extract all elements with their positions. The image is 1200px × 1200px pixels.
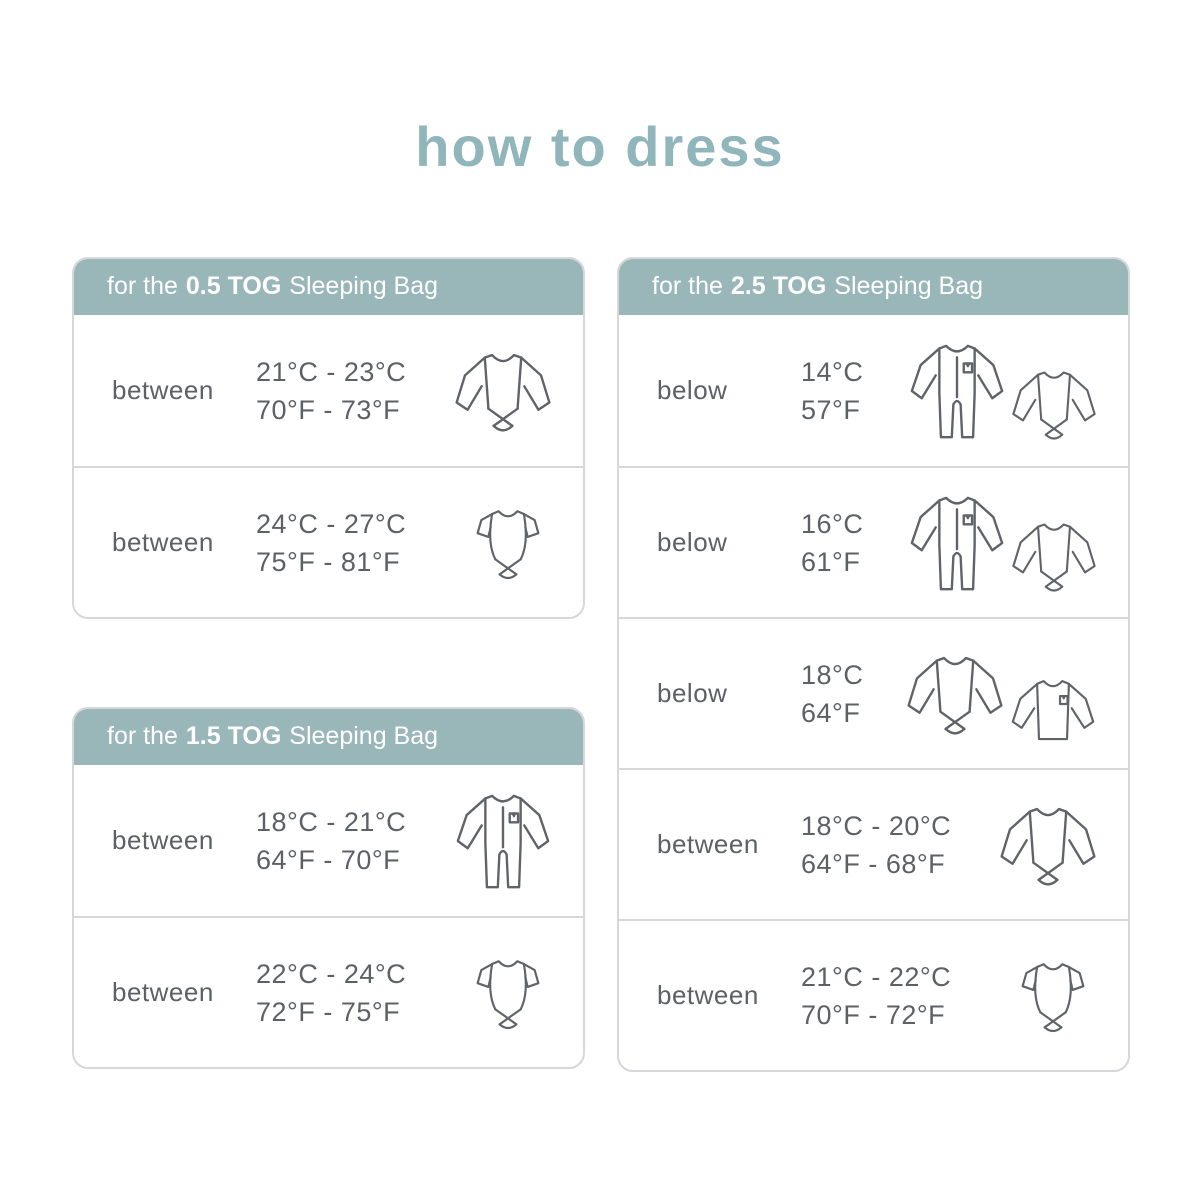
table-row: below 16°C 61°F [619,466,1128,617]
table-0-5-tog: for the 0.5 TOG Sleeping Bag between 21°… [72,257,585,619]
page-title: how to dress [415,115,785,178]
sleepsuit-icon [910,344,1004,438]
temperature-range: 22°C - 24°C 72°F - 75°F [256,955,463,1031]
clothing-icons [453,343,553,439]
temperature-range: 18°C - 20°C 64°F - 68°F [801,807,998,883]
header-tog-value: 2.5 TOG [730,271,827,300]
short-sleeve-bodysuit-icon [1021,962,1085,1032]
long-sleeve-bodysuit-icon [1000,807,1096,886]
temperature-range: 21°C - 23°C 70°F - 73°F [256,353,453,429]
temperature-range: 18°C 64°F [801,656,905,732]
clothing-icons [905,646,1098,742]
table-header-0-5-tog: for the 0.5 TOG Sleeping Bag [74,259,583,315]
table-row: between 22°C - 24°C 72°F - 75°F [74,916,583,1067]
temp-fahrenheit: 57°F [801,394,861,425]
temperature-range: 21°C - 22°C 70°F - 72°F [801,958,1008,1034]
sleepsuit-icon [456,794,550,888]
table-row: between 18°C - 21°C 64°F - 70°F [74,765,583,916]
long-sleeve-bodysuit-icon [455,353,551,432]
clothing-icons [1008,953,1098,1039]
condition-label: below [657,527,728,557]
table-header-1-5-tog: for the 1.5 TOG Sleeping Bag [74,709,583,765]
temp-fahrenheit: 64°F [801,697,861,728]
temperature-range: 24°C - 27°C 75°F - 81°F [256,505,463,581]
table-row: below 18°C 64°F [619,617,1128,768]
header-tog-value: 1.5 TOG [185,721,282,750]
clothing-icons [998,797,1098,893]
sleepsuit-icon [910,496,1004,590]
condition-label: below [657,375,728,405]
temp-fahrenheit: 64°F - 68°F [801,848,946,879]
temp-fahrenheit: 64°F - 70°F [256,844,401,875]
clothing-icons [463,950,553,1036]
short-sleeve-bodysuit-icon [476,959,540,1029]
header-suffix: Sleeping Bag [289,721,439,750]
temp-celsius: 18°C [801,659,864,690]
long-sleeve-bodysuit-icon [1012,370,1096,440]
temp-celsius: 21°C - 22°C [801,961,952,992]
table-row: below 14°C 57°F [619,315,1128,466]
temp-fahrenheit: 70°F - 73°F [256,394,401,425]
header-suffix: Sleeping Bag [834,271,984,300]
temp-celsius: 16°C [801,508,864,539]
clothing-icons [453,786,553,896]
condition-label: between [657,829,759,859]
condition-label: between [112,825,214,855]
header-prefix: for the [107,271,178,300]
clothing-icons [463,500,553,586]
table-row: between 18°C - 20°C 64°F - 68°F [619,768,1128,919]
temp-celsius: 18°C - 20°C [801,810,952,841]
temp-celsius: 18°C - 21°C [256,806,407,837]
temp-fahrenheit: 75°F - 81°F [256,546,401,577]
long-sleeve-bodysuit-icon [907,656,1003,735]
condition-label: between [657,980,759,1010]
temp-celsius: 14°C [801,356,864,387]
condition-label: below [657,678,728,708]
content-grid: for the 0.5 TOG Sleeping Bag between 21°… [0,257,1200,1072]
short-sleeve-bodysuit-icon [476,509,540,579]
temp-fahrenheit: 61°F [801,546,861,577]
table-row: between 21°C - 23°C 70°F - 73°F [74,315,583,466]
clothing-icons [907,336,1098,446]
temp-fahrenheit: 70°F - 72°F [801,999,946,1030]
table-row: between 24°C - 27°C 75°F - 81°F [74,466,583,617]
table-row: between 21°C - 22°C 70°F - 72°F [619,919,1128,1070]
table-header-2-5-tog: for the 2.5 TOG Sleeping Bag [619,259,1128,315]
clothing-icons [907,488,1098,598]
header-prefix: for the [652,271,723,300]
temp-celsius: 24°C - 27°C [256,508,407,539]
table-1-5-tog: for the 1.5 TOG Sleeping Bag between 18°… [72,707,585,1069]
temp-celsius: 21°C - 23°C [256,356,407,387]
temperature-range: 18°C - 21°C 64°F - 70°F [256,803,453,879]
temp-celsius: 22°C - 24°C [256,958,407,989]
temperature-range: 14°C 57°F [801,353,907,429]
left-column: for the 0.5 TOG Sleeping Bag between 21°… [72,257,585,1072]
table-2-5-tog: for the 2.5 TOG Sleeping Bag below 14°C … [617,257,1130,1072]
header-tog-value: 0.5 TOG [185,271,282,300]
condition-label: between [112,977,214,1007]
right-column: for the 2.5 TOG Sleeping Bag below 14°C … [617,257,1130,1072]
temp-fahrenheit: 72°F - 75°F [256,996,401,1027]
long-sleeve-bodysuit-icon [1012,522,1096,592]
temperature-range: 16°C 61°F [801,505,907,581]
long-sleeve-shirt-icon [1011,679,1095,740]
header-prefix: for the [107,721,178,750]
condition-label: between [112,527,214,557]
condition-label: between [112,375,214,405]
header-suffix: Sleeping Bag [289,271,439,300]
